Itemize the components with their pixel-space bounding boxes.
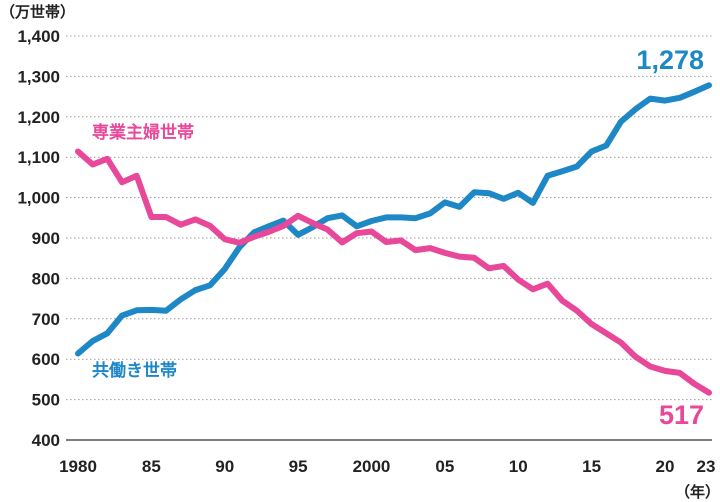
y-tick-label: 400 [32,431,60,450]
x-tick-label: 10 [509,457,528,476]
y-tick-label: 1,000 [17,189,60,208]
x-tick-label: 90 [215,457,234,476]
x-tick-label: 15 [582,457,601,476]
y-tick-label: 1,200 [17,108,60,127]
end-value-label-sengyoshufu: 517 [659,400,704,430]
x-tick-label: 2000 [353,457,391,476]
x-tick-label: 23 [697,457,716,476]
x-tick-label: 1980 [59,457,97,476]
y-tick-label: 600 [32,350,60,369]
x-tick-label: 85 [142,457,161,476]
series-line-sengyoshufu [75,148,712,396]
x-tick-label: 20 [656,457,675,476]
end-value-label-kyobataraki: 1,278 [636,45,704,75]
x-axis-unit-label: （年） [675,483,720,501]
y-tick-label: 500 [32,391,60,410]
series-label-kyobataraki: 共働き世帯 [92,360,177,381]
y-tick-label: 800 [32,269,60,288]
x-tick-label: 95 [289,457,308,476]
y-tick-label: 1,400 [17,27,60,46]
series-label-sengyoshufu: 専業主婦世帯 [92,122,194,143]
y-tick-label: 1,100 [17,148,60,167]
y-tick-label: 900 [32,229,60,248]
y-tick-label: 700 [32,310,60,329]
series-line-kyobataraki [75,82,712,357]
y-axis: 400 500 600 700 800 900 1,000 1,100 1,200 1,300 1,… [17,27,60,450]
x-tick-label: 05 [435,457,454,476]
y-tick-label: 1,300 [17,67,60,86]
y-axis-unit-label: （万世帯） [0,3,75,21]
x-axis: 1980 85 90 95 2000 05 10 15 20 23 [59,457,715,476]
series-lines [75,82,712,396]
